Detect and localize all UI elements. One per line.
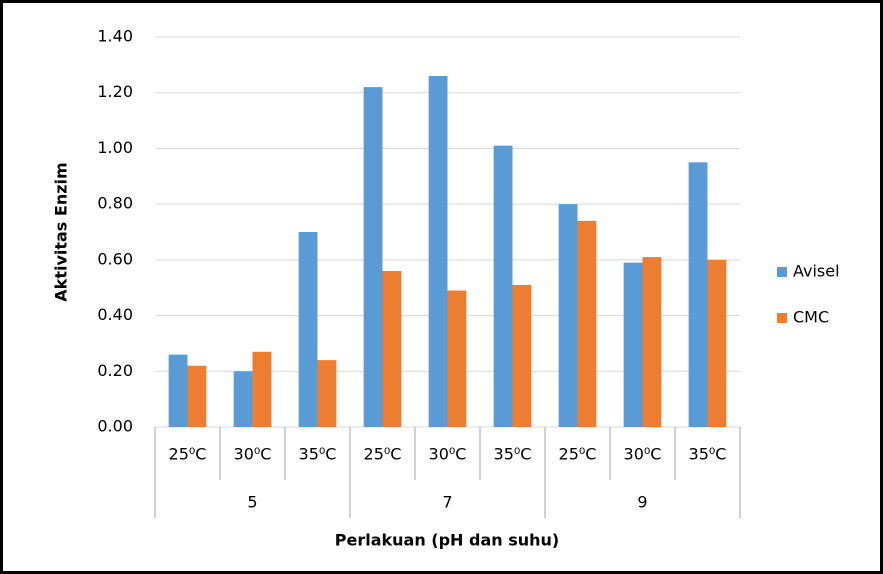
bar (642, 257, 662, 427)
bar (317, 360, 337, 427)
y-tick-label: 1.00 (97, 138, 133, 157)
bar (512, 284, 532, 427)
legend-label: Avisel (793, 262, 840, 281)
group-label: 9 (637, 493, 647, 512)
y-tick-label: 0.00 (97, 417, 133, 436)
bar (577, 220, 597, 427)
x-tick-label: 30⁰C (234, 445, 272, 464)
x-tick-label: 30⁰C (429, 445, 467, 464)
bar (493, 145, 513, 427)
legend-label: CMC (793, 308, 829, 327)
group-label: 5 (247, 493, 257, 512)
bar (623, 262, 643, 427)
y-tick-label: 0.60 (97, 249, 133, 268)
y-tick-label: 1.40 (97, 27, 133, 46)
x-tick-label: 25⁰C (169, 445, 207, 464)
bar (447, 290, 467, 427)
y-tick-label: 0.80 (97, 194, 133, 213)
bar (233, 371, 253, 427)
x-tick-label: 30⁰C (624, 445, 662, 464)
x-tick-label: 25⁰C (559, 445, 597, 464)
bar (428, 76, 448, 427)
bar (187, 365, 207, 427)
bar (382, 271, 402, 427)
y-tick-label: 1.20 (97, 82, 133, 101)
x-tick-label: 35⁰C (299, 445, 337, 464)
y-axis-title: Aktivitas Enzim (52, 162, 71, 301)
y-tick-label: 0.20 (97, 361, 133, 380)
legend-swatch (777, 267, 787, 277)
x-tick-label: 25⁰C (364, 445, 402, 464)
legend-swatch (777, 313, 787, 323)
y-tick-label: 0.40 (97, 305, 133, 324)
bar (298, 232, 318, 427)
bar (168, 354, 188, 427)
x-tick-label: 35⁰C (494, 445, 532, 464)
bar (707, 259, 727, 427)
bar (558, 204, 578, 427)
bar (688, 162, 708, 427)
x-axis-title: Perlakuan (pH dan suhu) (335, 531, 559, 550)
x-tick-label: 35⁰C (689, 445, 727, 464)
group-label: 7 (442, 493, 452, 512)
bar (252, 351, 272, 427)
bar (363, 87, 383, 428)
